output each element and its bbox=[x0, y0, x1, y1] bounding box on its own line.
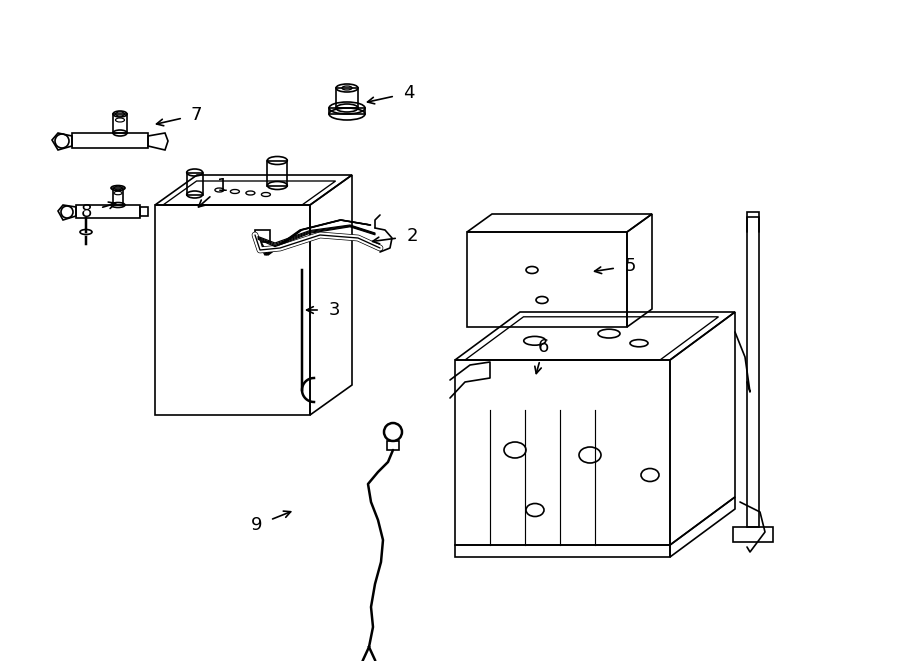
Text: 2: 2 bbox=[406, 227, 418, 245]
Text: 1: 1 bbox=[217, 176, 229, 195]
Text: 6: 6 bbox=[538, 338, 549, 356]
Text: 4: 4 bbox=[403, 84, 414, 102]
Text: 7: 7 bbox=[191, 106, 202, 124]
Text: 3: 3 bbox=[328, 301, 340, 319]
Text: 8: 8 bbox=[81, 203, 93, 221]
Text: 5: 5 bbox=[624, 257, 635, 275]
Text: 9: 9 bbox=[251, 516, 263, 534]
